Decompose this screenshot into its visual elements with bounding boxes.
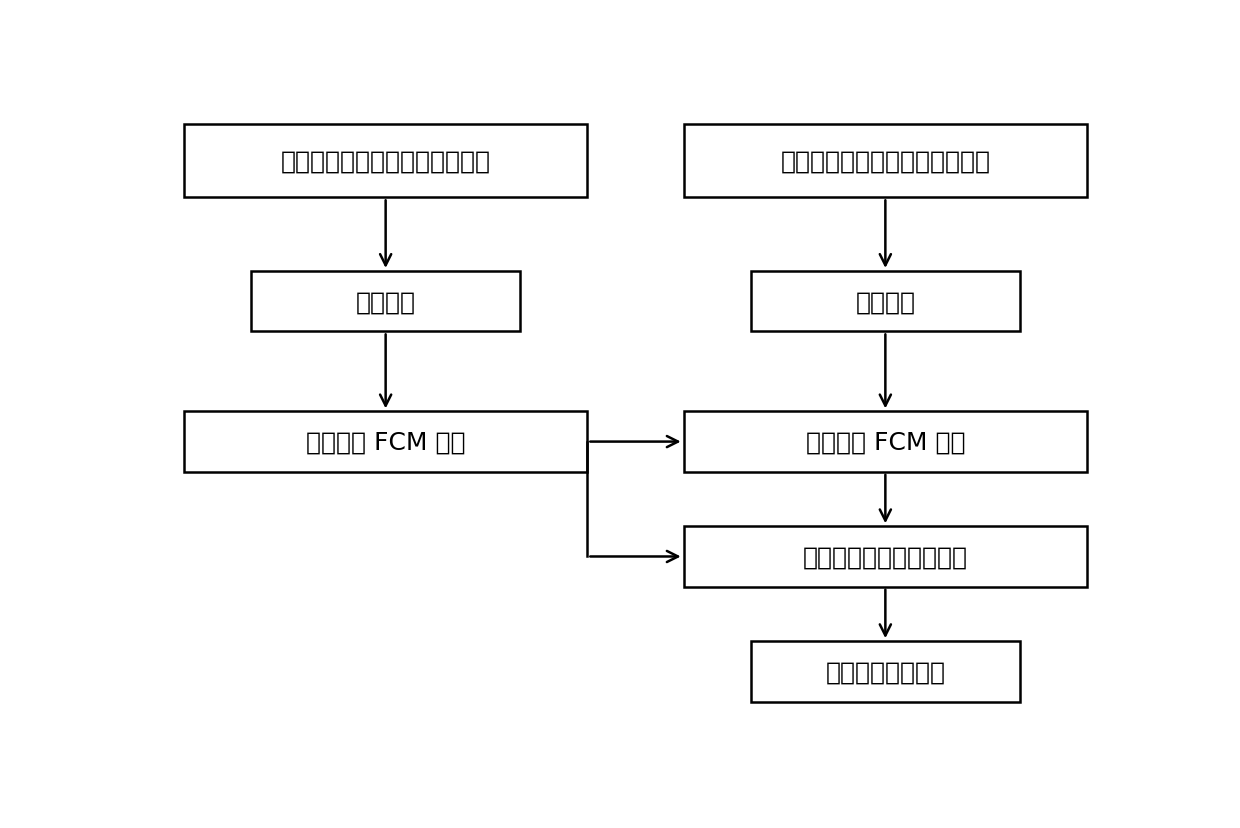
Text: 提取特征: 提取特征 <box>356 290 415 314</box>
Text: 提取特征: 提取特征 <box>856 290 915 314</box>
Text: 建立在线 FCM 模型: 建立在线 FCM 模型 <box>806 430 965 454</box>
Text: 获取实时状况下的在线导波信号: 获取实时状况下的在线导波信号 <box>780 150 991 174</box>
Text: 建立基准 FCM 模型: 建立基准 FCM 模型 <box>306 430 465 454</box>
Bar <box>683 412 1087 472</box>
Bar <box>250 272 521 332</box>
Bar <box>184 412 588 472</box>
Text: 获取健康状况下的监测导波信号: 获取健康状况下的监测导波信号 <box>280 150 491 174</box>
Text: 损伤扩展情况评估: 损伤扩展情况评估 <box>826 660 945 684</box>
Bar <box>683 125 1087 198</box>
Bar <box>751 641 1021 702</box>
Bar <box>683 527 1087 587</box>
Bar <box>751 272 1021 332</box>
Text: 通过相对熵计算偏移指数: 通过相对熵计算偏移指数 <box>802 545 968 569</box>
Bar <box>184 125 588 198</box>
